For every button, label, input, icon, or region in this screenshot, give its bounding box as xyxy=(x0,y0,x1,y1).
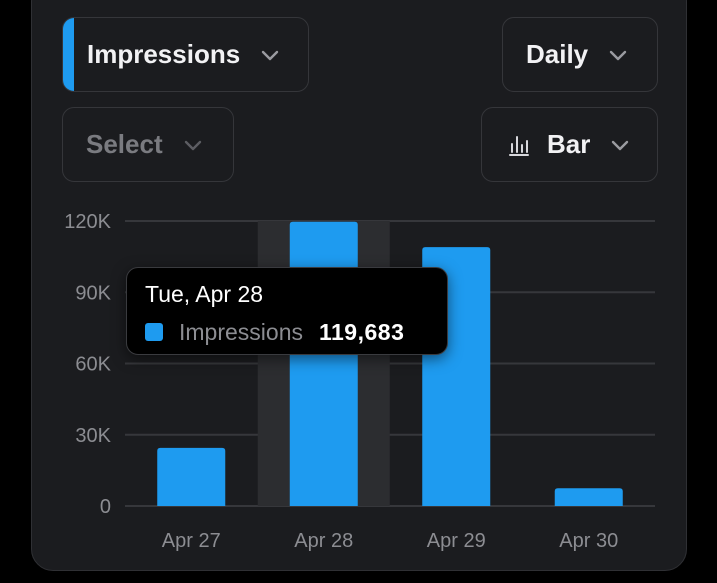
bar-chart-icon xyxy=(507,133,531,157)
chart-type-dropdown[interactable]: Bar xyxy=(481,107,658,182)
metric-accent-bar xyxy=(63,18,74,91)
tooltip-value: 119,683 xyxy=(318,319,405,345)
chevron-down-icon xyxy=(183,135,203,155)
chevron-down-icon xyxy=(260,45,280,65)
bar-apr-30[interactable] xyxy=(554,488,623,506)
chart-tooltip: Tue, Apr 28 Impressions 119,683 xyxy=(126,267,448,355)
compare-select[interactable]: Select xyxy=(62,107,234,182)
tooltip-series-swatch xyxy=(145,323,163,341)
tooltip-date: Tue, Apr 28 xyxy=(145,281,264,307)
interval-dropdown[interactable]: Daily xyxy=(502,17,658,92)
interval-dropdown-label: Daily xyxy=(526,39,589,69)
bar-apr-27[interactable] xyxy=(157,447,226,506)
chevron-down-icon xyxy=(610,135,630,155)
compare-select-placeholder: Select xyxy=(86,129,163,159)
tooltip-series-name: Impressions xyxy=(179,319,303,345)
bar-apr-28[interactable] xyxy=(289,221,358,506)
metric-dropdown[interactable]: Impressions xyxy=(62,17,309,92)
tooltip-row: Impressions 119,683 xyxy=(145,318,429,346)
chart-type-dropdown-label: Bar xyxy=(547,129,591,159)
chevron-down-icon xyxy=(608,45,628,65)
metric-dropdown-label: Impressions xyxy=(87,39,241,69)
